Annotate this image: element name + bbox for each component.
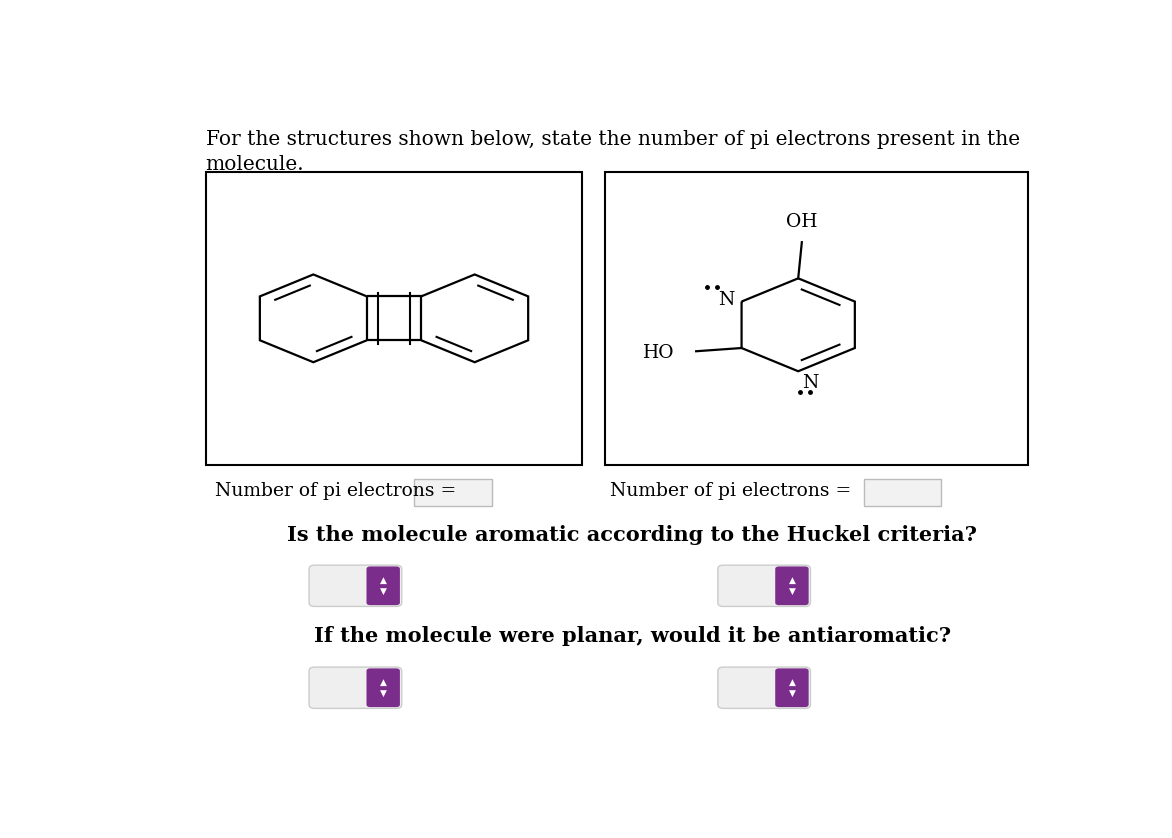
Text: ▲: ▲ bbox=[380, 678, 387, 687]
Text: If the molecule were planar, would it be antiaromatic?: If the molecule were planar, would it be… bbox=[314, 626, 950, 646]
Text: ▼: ▼ bbox=[789, 587, 796, 596]
Text: ▼: ▼ bbox=[789, 689, 796, 697]
Bar bbox=[205, 172, 582, 465]
FancyBboxPatch shape bbox=[717, 667, 811, 708]
FancyBboxPatch shape bbox=[775, 669, 809, 707]
FancyBboxPatch shape bbox=[367, 566, 400, 605]
Text: N: N bbox=[802, 375, 818, 392]
Text: ▲: ▲ bbox=[380, 576, 387, 585]
Text: ▼: ▼ bbox=[380, 689, 387, 697]
FancyBboxPatch shape bbox=[367, 669, 400, 707]
Text: N: N bbox=[718, 292, 735, 309]
Bar bbox=[864, 478, 941, 506]
Text: molecule.: molecule. bbox=[205, 155, 305, 174]
Bar bbox=[605, 172, 1028, 465]
Text: ▲: ▲ bbox=[789, 576, 796, 585]
FancyBboxPatch shape bbox=[775, 566, 809, 605]
Text: ▲: ▲ bbox=[789, 678, 796, 687]
FancyBboxPatch shape bbox=[717, 565, 811, 607]
Text: OH: OH bbox=[786, 213, 818, 231]
Text: Number of pi electrons =: Number of pi electrons = bbox=[609, 482, 851, 500]
Text: HO: HO bbox=[643, 344, 674, 362]
Text: Number of pi electrons =: Number of pi electrons = bbox=[214, 482, 456, 500]
Text: For the structures shown below, state the number of pi electrons present in the: For the structures shown below, state th… bbox=[205, 130, 1020, 148]
FancyBboxPatch shape bbox=[309, 565, 402, 607]
Bar bbox=[415, 478, 492, 506]
Text: Is the molecule aromatic according to the Huckel criteria?: Is the molecule aromatic according to th… bbox=[287, 525, 977, 545]
FancyBboxPatch shape bbox=[309, 667, 402, 708]
Text: ▼: ▼ bbox=[380, 587, 387, 596]
